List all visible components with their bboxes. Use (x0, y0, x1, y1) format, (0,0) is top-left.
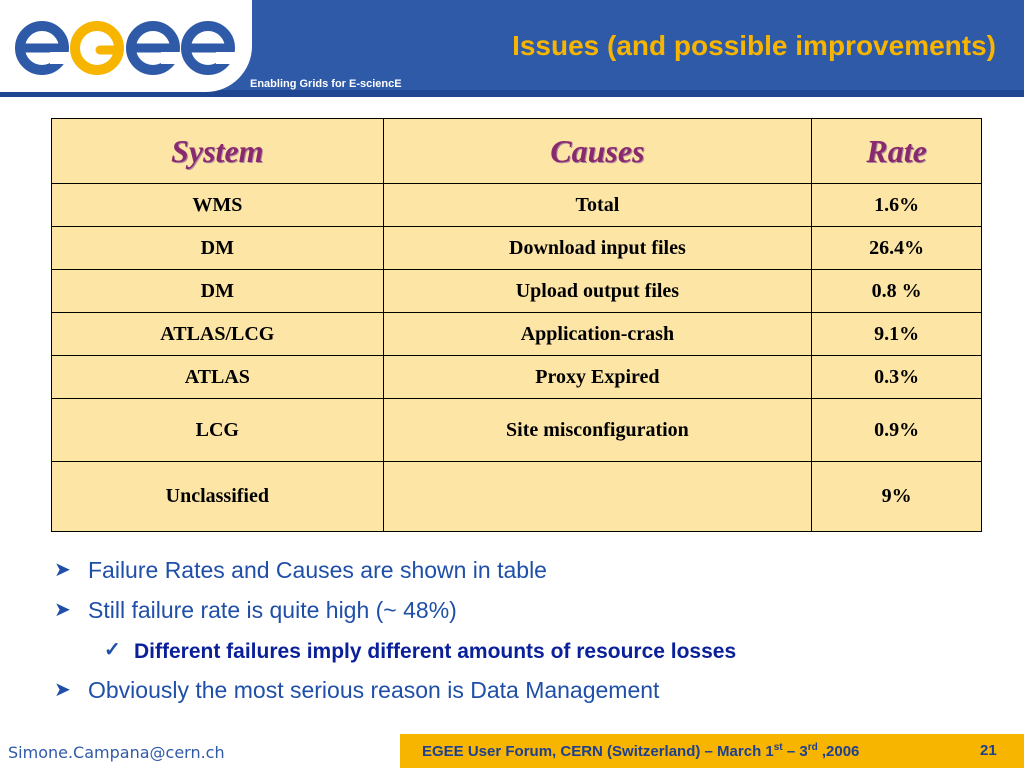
table-header-row: System Causes Rate (51, 118, 982, 184)
cell-cause: Site misconfiguration (382, 398, 813, 462)
tagline: Enabling Grids for E-sciencE (250, 78, 402, 90)
slide-title: Issues (and possible improvements) (512, 30, 996, 61)
table-row: DM Download input files 26.4% (51, 226, 982, 270)
cell-rate: 1.6% (811, 183, 982, 227)
cell-system: ATLAS/LCG (51, 312, 384, 356)
header-rate: Rate (811, 118, 982, 184)
table-row: ATLAS Proxy Expired 0.3% (51, 355, 982, 399)
event-sup-2: rd (807, 742, 818, 753)
cell-cause: Upload output files (382, 269, 813, 313)
cell-rate: 26.4% (811, 226, 982, 270)
bullet-item: ➤ Failure Rates and Causes are shown in … (54, 556, 994, 596)
sub-bullet-item: ✓ Different failures imply different amo… (54, 636, 994, 676)
cell-cause: Download input files (382, 226, 813, 270)
header-causes: Causes (382, 118, 813, 184)
failure-table: System Causes Rate WMS Total 1.6% DM Dow… (51, 118, 982, 532)
page-number: 21 (980, 742, 997, 759)
table-row: Unclassified 9% (51, 461, 982, 532)
table-row: WMS Total 1.6% (51, 183, 982, 227)
sub-bullet-text: Different failures imply different amoun… (134, 640, 737, 663)
cell-rate: 0.8 % (811, 269, 982, 313)
logo-container (0, 0, 252, 92)
cell-cause: Proxy Expired (382, 355, 813, 399)
header-system: System (51, 118, 384, 184)
arrow-bullet-icon: ➤ (54, 679, 71, 701)
table-row: DM Upload output files 0.8 % (51, 269, 982, 313)
bullet-text: Failure Rates and Causes are shown in ta… (88, 557, 547, 583)
cell-cause (382, 461, 813, 532)
event-sup-1: st (773, 742, 783, 753)
cell-system: DM (51, 269, 384, 313)
cell-system: WMS (51, 183, 384, 227)
egee-logo (15, 21, 236, 75)
cell-rate: 0.3% (811, 355, 982, 399)
event-text-prefix: EGEE User Forum, CERN (Switzerland) – Ma… (422, 743, 774, 760)
footer-bar (400, 734, 1024, 768)
table-row: ATLAS/LCG Application-crash 9.1% (51, 312, 982, 356)
bullet-text: Obviously the most serious reason is Dat… (88, 677, 660, 703)
cell-system: Unclassified (51, 461, 384, 532)
bullet-list: ➤ Failure Rates and Causes are shown in … (54, 556, 994, 716)
cell-cause: Application-crash (382, 312, 813, 356)
footer-event: EGEE User Forum, CERN (Switzerland) – Ma… (422, 742, 859, 760)
arrow-bullet-icon: ➤ (54, 559, 71, 581)
cell-cause: Total (382, 183, 813, 227)
cell-rate: 9% (811, 461, 982, 532)
checkmark-icon: ✓ (104, 639, 121, 661)
footer-email: Simone.Campana@cern.ch (8, 743, 225, 762)
cell-system: LCG (51, 398, 384, 462)
table-row: LCG Site misconfiguration 0.9% (51, 398, 982, 462)
event-text-mid: – 3 (782, 743, 808, 760)
bullet-item: ➤ Obviously the most serious reason is D… (54, 676, 994, 716)
bullet-item: ➤ Still failure rate is quite high (~ 48… (54, 596, 994, 636)
event-text-suffix: ,2006 (817, 743, 860, 760)
cell-rate: 9.1% (811, 312, 982, 356)
header-strip (0, 90, 1024, 97)
cell-system: DM (51, 226, 384, 270)
arrow-bullet-icon: ➤ (54, 599, 71, 621)
cell-rate: 0.9% (811, 398, 982, 462)
cell-system: ATLAS (51, 355, 384, 399)
bullet-text: Still failure rate is quite high (~ 48%) (88, 597, 457, 623)
